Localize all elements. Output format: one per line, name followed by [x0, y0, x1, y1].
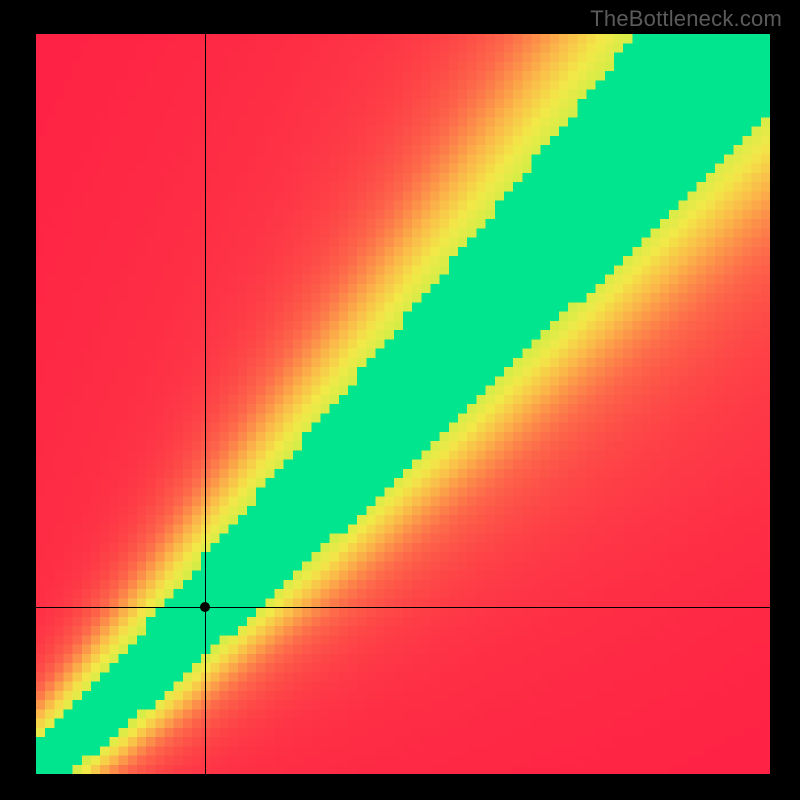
crosshair-vertical — [205, 34, 206, 774]
crosshair-marker — [200, 602, 210, 612]
watermark-text: TheBottleneck.com — [590, 6, 782, 32]
crosshair-horizontal — [36, 607, 770, 608]
heatmap-plot — [36, 34, 770, 774]
heatmap-canvas — [36, 34, 770, 774]
